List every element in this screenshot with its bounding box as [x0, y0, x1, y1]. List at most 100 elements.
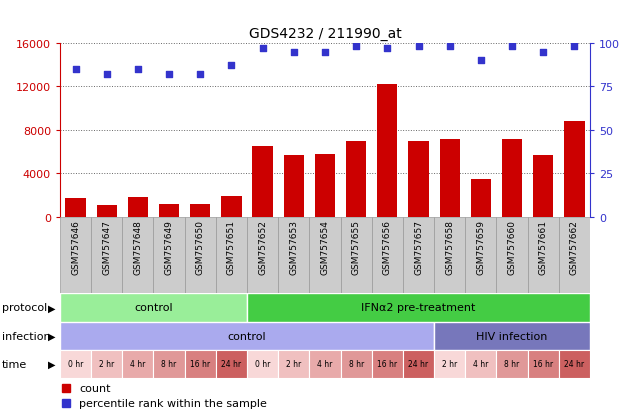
- Point: [227, 63, 237, 70]
- Bar: [434, 322, 590, 350]
- Text: GSM757653: GSM757653: [289, 220, 298, 274]
- Text: control: control: [134, 303, 173, 313]
- Text: 0 hr: 0 hr: [68, 359, 83, 368]
- Point: [320, 49, 330, 56]
- Bar: [434, 350, 465, 378]
- Text: 4 hr: 4 hr: [130, 359, 146, 368]
- Text: ▶: ▶: [48, 359, 56, 369]
- Bar: [60, 294, 247, 322]
- Point: [71, 66, 81, 73]
- Text: GSM757662: GSM757662: [570, 220, 579, 274]
- Bar: [465, 350, 497, 378]
- Bar: [91, 217, 122, 294]
- Bar: [377, 85, 398, 217]
- Point: [351, 44, 361, 50]
- Text: 2 hr: 2 hr: [442, 359, 457, 368]
- Text: GSM757661: GSM757661: [539, 220, 548, 274]
- Bar: [528, 350, 559, 378]
- Text: GSM757656: GSM757656: [383, 220, 392, 274]
- Bar: [471, 179, 491, 217]
- Bar: [559, 217, 590, 294]
- Bar: [465, 217, 497, 294]
- Text: GSM757660: GSM757660: [507, 220, 517, 274]
- Bar: [497, 217, 528, 294]
- Text: ▶: ▶: [48, 303, 56, 313]
- Bar: [309, 350, 341, 378]
- Bar: [127, 198, 148, 217]
- Text: 24 hr: 24 hr: [564, 359, 584, 368]
- Text: 24 hr: 24 hr: [221, 359, 242, 368]
- Bar: [559, 350, 590, 378]
- Bar: [252, 147, 273, 217]
- Point: [445, 44, 455, 50]
- Bar: [440, 139, 460, 217]
- Text: control: control: [228, 331, 266, 341]
- Bar: [247, 350, 278, 378]
- Bar: [278, 350, 309, 378]
- Bar: [278, 217, 309, 294]
- Bar: [122, 350, 153, 378]
- Bar: [434, 217, 465, 294]
- Text: 16 hr: 16 hr: [190, 359, 210, 368]
- Text: GSM757655: GSM757655: [351, 220, 361, 274]
- Bar: [66, 199, 86, 217]
- Point: [289, 49, 299, 56]
- Point: [102, 72, 112, 78]
- Bar: [309, 217, 341, 294]
- Point: [382, 46, 392, 52]
- Text: GSM757659: GSM757659: [476, 220, 485, 274]
- Bar: [122, 217, 153, 294]
- Point: [164, 72, 174, 78]
- Text: GSM757657: GSM757657: [414, 220, 423, 274]
- Bar: [372, 217, 403, 294]
- Bar: [60, 350, 91, 378]
- Text: ▶: ▶: [48, 331, 56, 341]
- Text: count: count: [79, 383, 110, 393]
- Point: [195, 72, 205, 78]
- Bar: [185, 217, 216, 294]
- Bar: [190, 204, 210, 217]
- Bar: [216, 217, 247, 294]
- Text: GSM757646: GSM757646: [71, 220, 80, 274]
- Bar: [185, 350, 216, 378]
- Bar: [533, 155, 553, 217]
- Bar: [284, 155, 304, 217]
- Bar: [247, 217, 278, 294]
- Bar: [403, 350, 434, 378]
- Text: 2 hr: 2 hr: [99, 359, 114, 368]
- Point: [476, 58, 486, 64]
- Bar: [403, 217, 434, 294]
- Text: GSM757651: GSM757651: [227, 220, 236, 274]
- Bar: [372, 350, 403, 378]
- Text: percentile rank within the sample: percentile rank within the sample: [79, 398, 267, 408]
- Point: [413, 44, 423, 50]
- Bar: [159, 204, 179, 217]
- Text: GSM757650: GSM757650: [196, 220, 204, 274]
- Text: IFNα2 pre-treatment: IFNα2 pre-treatment: [362, 303, 476, 313]
- Bar: [528, 217, 559, 294]
- Bar: [564, 122, 584, 217]
- Bar: [60, 322, 434, 350]
- Text: 2 hr: 2 hr: [286, 359, 302, 368]
- Text: GSM757658: GSM757658: [445, 220, 454, 274]
- Text: GSM757654: GSM757654: [321, 220, 329, 274]
- Bar: [247, 294, 590, 322]
- Text: time: time: [2, 359, 27, 369]
- Text: GSM757652: GSM757652: [258, 220, 267, 274]
- Bar: [497, 350, 528, 378]
- Point: [507, 44, 517, 50]
- Text: 4 hr: 4 hr: [473, 359, 488, 368]
- Point: [569, 44, 579, 50]
- Text: 8 hr: 8 hr: [162, 359, 177, 368]
- Text: 0 hr: 0 hr: [255, 359, 270, 368]
- Text: 4 hr: 4 hr: [317, 359, 333, 368]
- Bar: [221, 197, 242, 217]
- Bar: [153, 350, 185, 378]
- Bar: [97, 205, 117, 217]
- Bar: [216, 350, 247, 378]
- Text: 16 hr: 16 hr: [533, 359, 553, 368]
- Title: GDS4232 / 211990_at: GDS4232 / 211990_at: [249, 27, 401, 41]
- Bar: [60, 217, 91, 294]
- Text: 8 hr: 8 hr: [504, 359, 520, 368]
- Bar: [346, 141, 366, 217]
